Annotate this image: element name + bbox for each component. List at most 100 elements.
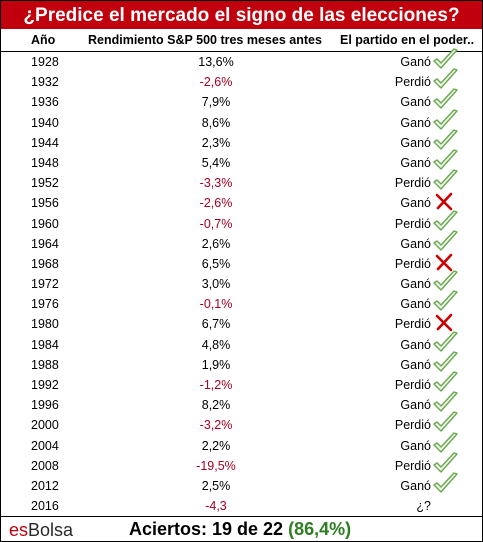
outcome-cell: Perdió xyxy=(394,176,431,191)
outcome-cell: ¿? xyxy=(416,499,431,514)
year-cell: 1952 xyxy=(31,176,59,191)
outcome-cell: Perdió xyxy=(394,317,431,332)
table-header: Año Rendimiento S&P 500 tres meses antes… xyxy=(1,29,482,52)
year-cell: 1960 xyxy=(31,216,59,231)
table-row: 1968 6,5% Perdió xyxy=(1,253,482,274)
page-title: ¿Predice el mercado el signo de las elec… xyxy=(1,1,482,29)
year-cell: 1944 xyxy=(31,135,59,150)
return-cell: -3,2% xyxy=(199,418,233,433)
year-cell: 1928 xyxy=(31,55,59,69)
return-cell: 13,6% xyxy=(198,55,234,69)
table-row: 1960 -0,7% Perdió xyxy=(1,209,482,234)
check-mark-icon xyxy=(433,129,458,150)
summary-text: Aciertos: 19 de 22 (86,4%) xyxy=(129,519,351,540)
year-cell: 2004 xyxy=(31,438,59,453)
check-mark-icon xyxy=(433,472,458,493)
return-cell: 2,2% xyxy=(201,438,231,453)
table-row: 1980 6,7% Perdió xyxy=(1,314,482,334)
table-row: 1948 5,4% Ganó xyxy=(1,149,482,173)
outcome-cell: Perdió xyxy=(394,378,431,392)
outcome-cell: Ganó xyxy=(400,277,431,292)
footer: esBolsa Aciertos: 19 de 22 (86,4%) xyxy=(1,516,482,542)
outcome-cell: Ganó xyxy=(400,357,431,372)
check-mark-icon xyxy=(433,431,458,453)
table-row: 1996 8,2% Ganó xyxy=(1,391,482,415)
return-cell: 4,8% xyxy=(201,337,231,352)
summary-count: Aciertos: 19 de 22 xyxy=(129,519,284,539)
check-mark-icon xyxy=(433,290,458,311)
return-cell: -4,3 xyxy=(205,499,227,514)
return-cell: -0,7% xyxy=(199,216,233,231)
outcome-cell: Ganó xyxy=(400,95,431,110)
year-cell: 1956 xyxy=(31,196,59,211)
year-cell: 1940 xyxy=(31,115,59,130)
return-cell: 6,7% xyxy=(201,317,231,332)
return-cell: 8,6% xyxy=(201,115,231,130)
return-cell: 2,3% xyxy=(201,135,231,150)
table-row: 1984 4,8% Ganó xyxy=(1,330,482,355)
outcome-cell: Perdió xyxy=(394,216,431,231)
column-header-return: Rendimiento S&P 500 tres meses antes xyxy=(88,33,322,47)
return-cell: -1,2% xyxy=(199,378,233,392)
table-row: 1944 2,3% Ganó xyxy=(1,129,482,153)
cross-mark-icon xyxy=(435,314,453,332)
outcome-cell: Ganó xyxy=(400,55,431,69)
year-cell: 1964 xyxy=(31,236,59,251)
table-row: 1992 -1,2% Perdió xyxy=(1,371,482,395)
check-mark-icon xyxy=(433,351,458,372)
outcome-cell: Ganó xyxy=(400,196,431,211)
outcome-cell: Perdió xyxy=(394,418,431,433)
return-cell: -2,6% xyxy=(199,75,233,90)
table-row: 1940 8,6% Ganó xyxy=(1,108,482,133)
table-row: 1964 2,6% Ganó xyxy=(1,229,482,254)
outcome-cell: Ganó xyxy=(400,135,431,150)
table-row: 1988 1,9% Ganó xyxy=(1,351,482,375)
table-row: 2004 2,2% Ganó xyxy=(1,431,482,456)
column-header-year: Año xyxy=(31,33,56,47)
year-cell: 1992 xyxy=(31,378,59,392)
year-cell: 2008 xyxy=(31,458,59,473)
esbolsa-logo: esBolsa xyxy=(9,520,74,540)
table-row: 1952 -3,3% Perdió xyxy=(1,169,482,193)
return-cell: 2,5% xyxy=(201,478,231,493)
table-body: 1928 13,6% Ganó 1932 -2,6% Perdió 1936 7,9% Ganó… xyxy=(1,48,482,516)
year-cell: 1980 xyxy=(31,317,59,332)
check-mark-icon xyxy=(433,229,458,251)
outcome-cell: Ganó xyxy=(400,236,431,251)
outcome-cell: Ganó xyxy=(400,297,431,312)
check-mark-icon xyxy=(433,88,458,110)
outcome-cell: Ganó xyxy=(400,398,431,413)
table-row: 1932 -2,6% Perdió xyxy=(1,68,482,92)
year-cell: 2016 xyxy=(31,499,59,514)
table-row: 2000 -3,2% Perdió xyxy=(1,411,482,435)
year-cell: 2012 xyxy=(31,478,59,493)
return-cell: 1,9% xyxy=(201,357,231,372)
outcome-cell: Ganó xyxy=(400,478,431,493)
table-row: 1928 13,6% Ganó xyxy=(1,48,482,72)
table-row: 2012 2,5% Ganó xyxy=(1,472,482,496)
table-row: 1956 -2,6% Ganó xyxy=(1,193,482,213)
year-cell: 1988 xyxy=(31,357,59,372)
check-mark-icon xyxy=(433,371,458,392)
check-mark-icon xyxy=(433,411,458,433)
column-header-party: El partido en el poder.. xyxy=(340,33,475,47)
return-cell: -3,3% xyxy=(199,176,233,191)
outcome-cell: Ganó xyxy=(400,438,431,453)
return-cell: 6,5% xyxy=(201,256,231,271)
return-cell: -2,6% xyxy=(199,196,233,211)
table-row: 1936 7,9% Ganó xyxy=(1,88,482,112)
outcome-cell: Ganó xyxy=(400,337,431,352)
return-cell: -19,5% xyxy=(196,458,236,473)
year-cell: 2000 xyxy=(31,418,59,433)
check-mark-icon xyxy=(433,48,458,69)
check-mark-icon xyxy=(433,149,458,170)
return-cell: 7,9% xyxy=(201,95,231,110)
table-row: 1976 -0,1% Ganó xyxy=(1,290,482,314)
year-cell: 1948 xyxy=(31,155,59,170)
summary-percent: (86,4%) xyxy=(288,519,352,539)
outcome-cell: Ganó xyxy=(400,115,431,130)
return-cell: 2,6% xyxy=(201,236,231,251)
table-row: 2008 -19,5% Perdió xyxy=(1,452,482,476)
outcome-cell: Perdió xyxy=(394,75,431,90)
